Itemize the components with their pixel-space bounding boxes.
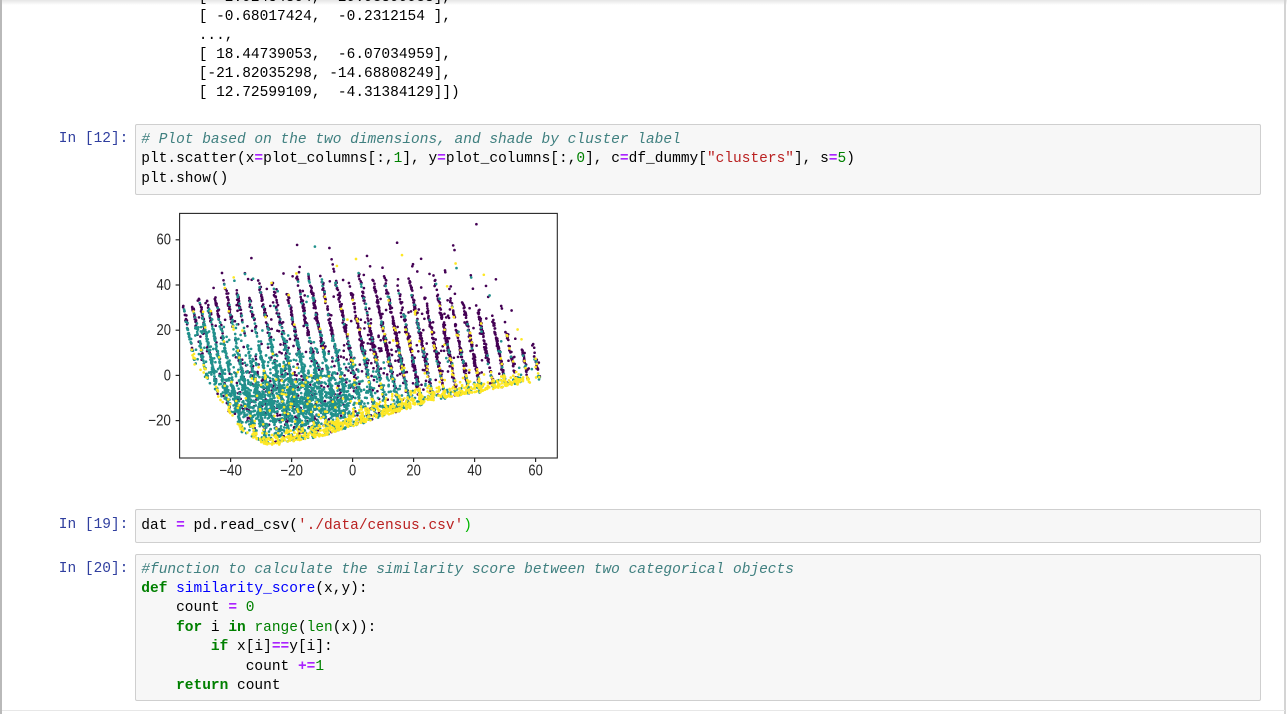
svg-text:0: 0 <box>349 463 357 480</box>
svg-text:60: 60 <box>528 463 543 480</box>
svg-text:60: 60 <box>157 232 172 249</box>
svg-text:0: 0 <box>164 367 172 384</box>
svg-text:−40: −40 <box>219 463 242 480</box>
svg-text:20: 20 <box>406 463 421 480</box>
svg-text:40: 40 <box>157 277 172 294</box>
svg-text:40: 40 <box>467 463 482 480</box>
svg-text:20: 20 <box>157 322 172 339</box>
svg-text:−20: −20 <box>148 413 171 430</box>
svg-text:−20: −20 <box>280 463 303 480</box>
